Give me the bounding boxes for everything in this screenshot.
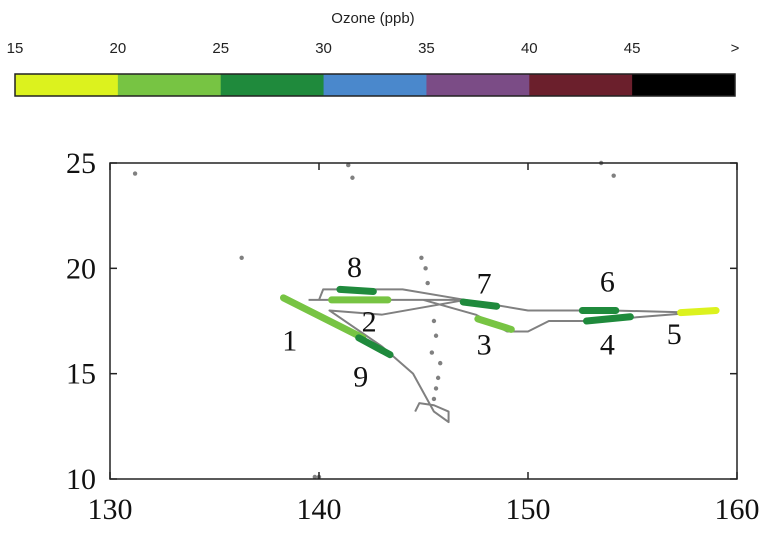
scatter-point — [431, 396, 437, 402]
colorbar-bin-20-25 — [117, 74, 222, 96]
colorbar-bin->45 — [632, 74, 736, 96]
x-tick-label: 140 — [297, 493, 342, 526]
x-tick-label: 130 — [88, 493, 133, 526]
colorbar-bins — [15, 74, 736, 96]
scattered-points — [132, 160, 616, 480]
scatter-point — [346, 162, 351, 168]
colorbar-bin-40-45 — [529, 74, 633, 96]
segment-label-4: 4 — [600, 329, 615, 362]
segment-label-2: 2 — [362, 306, 377, 339]
colorbar: Ozone (ppb) 15 20 25 30 35 40 45 > — [7, 10, 740, 97]
scatter-point — [611, 173, 616, 178]
y-tick-label: 10 — [66, 463, 96, 496]
segment-label-9: 9 — [353, 360, 368, 393]
scatter-point — [433, 333, 439, 338]
scatter-point — [350, 175, 355, 180]
scatter-point — [431, 318, 437, 324]
ozone-segment-9 — [355, 334, 394, 359]
colorbar-title: Ozone (ppb) — [331, 10, 414, 27]
segment-label-6: 6 — [600, 266, 615, 299]
x-tick-label: 160 — [715, 493, 760, 526]
y-tick-label: 25 — [66, 147, 96, 180]
colorbar-tick-label: 40 — [521, 40, 538, 57]
segment-labels: 1 2 3 4 5 6 7 8 9 — [282, 251, 682, 394]
ozone-segments — [279, 285, 720, 359]
scatter-point — [239, 255, 244, 260]
scatter-point — [435, 375, 441, 381]
colorbar-bin-30-35 — [323, 74, 427, 96]
scatter-point — [438, 360, 443, 366]
segment-label-8: 8 — [347, 251, 362, 284]
colorbar-tick-label: > — [731, 40, 740, 57]
scatter-point — [429, 350, 435, 355]
colorbar-tick-label: 20 — [110, 40, 127, 57]
colorbar-tick-label: 15 — [7, 40, 24, 57]
ozone-segment-4 — [583, 313, 634, 325]
colorbar-tick-label: 35 — [418, 40, 435, 57]
y-tick-label: 15 — [66, 358, 96, 391]
scatter-point — [425, 280, 430, 286]
y-tick-label: 20 — [66, 252, 96, 285]
colorbar-bin-15-20 — [15, 74, 119, 96]
scatter-point — [433, 386, 439, 391]
x-tick-label: 150 — [506, 493, 551, 526]
colorbar-tick-label: 25 — [212, 40, 229, 57]
segment-label-1: 1 — [282, 324, 297, 357]
segment-label-5: 5 — [667, 318, 682, 351]
ozone-segment-5 — [677, 306, 720, 317]
x-axis-ticks: 130 140 150 160 — [88, 163, 760, 526]
scatter-point — [312, 474, 318, 480]
colorbar-frame — [14, 73, 736, 97]
ozone-segment-1 — [279, 294, 367, 342]
colorbar-tick-label: 45 — [624, 40, 641, 57]
ozone-segment-7 — [459, 298, 501, 310]
segment-label-7: 7 — [477, 268, 492, 301]
plot-area: 1 2 3 4 5 6 7 8 9 130 140 150 160 10 15 20 25 — [66, 147, 760, 526]
segment-label-3: 3 — [477, 329, 492, 362]
colorbar-bin-25-30 — [220, 74, 325, 96]
scatter-point — [419, 255, 424, 260]
colorbar-tick-label: 30 — [315, 40, 332, 57]
ozone-segment-3 — [474, 315, 515, 333]
colorbar-bin-35-40 — [426, 74, 530, 96]
scatter-point — [423, 266, 428, 271]
scatter-point — [132, 171, 138, 176]
plot-background — [110, 163, 737, 479]
ozone-segment-8 — [336, 285, 377, 296]
colorbar-tick-labels: 15 20 25 30 35 40 45 > — [7, 40, 740, 57]
plot-frame — [109, 162, 738, 480]
